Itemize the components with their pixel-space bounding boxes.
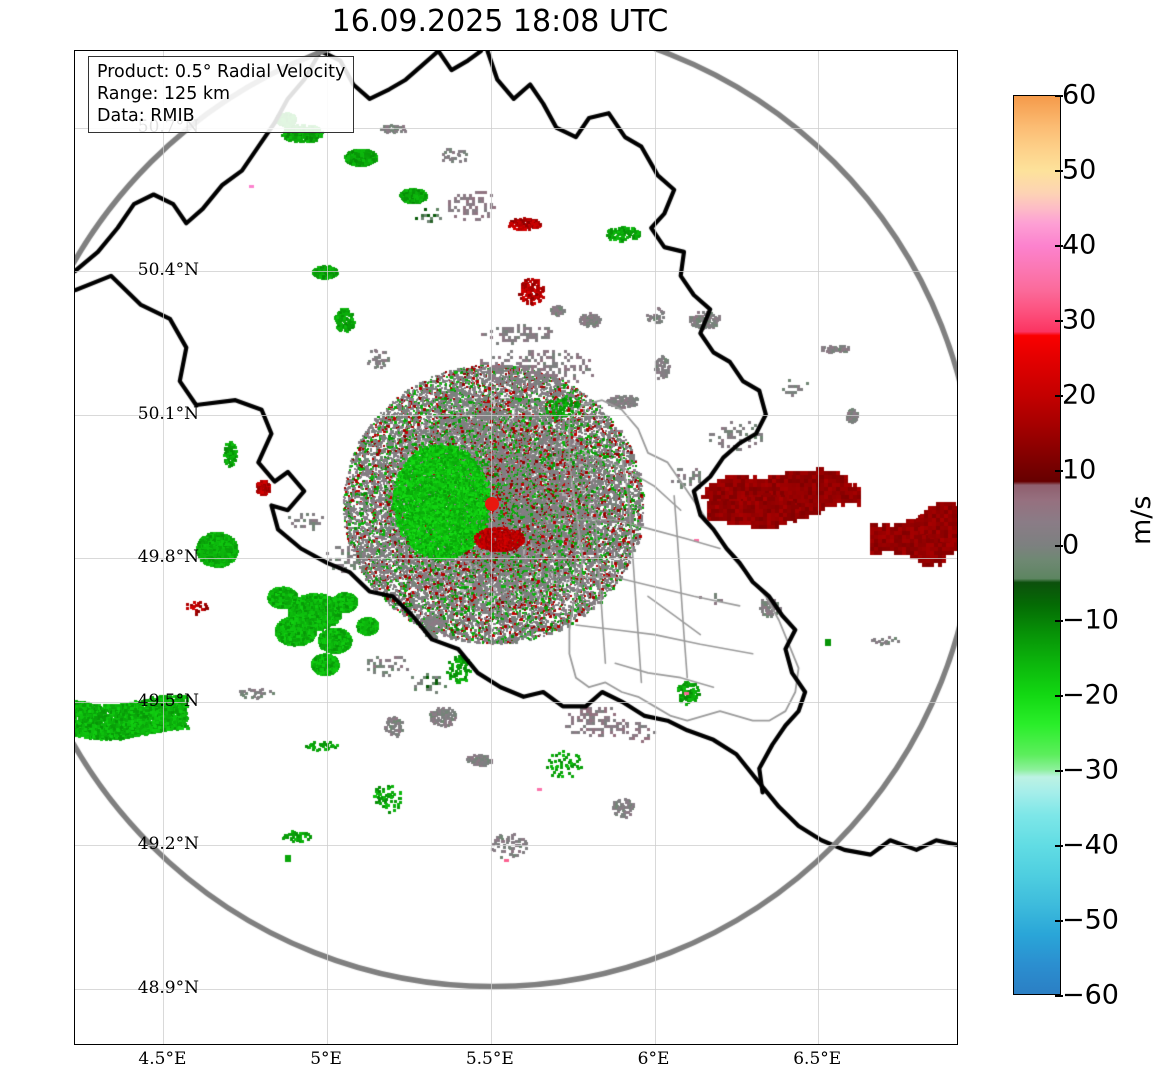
colorbar-tick-label: 40 bbox=[1062, 229, 1097, 261]
colorbar-tick-label: 20 bbox=[1062, 379, 1097, 411]
colorbar-tick-mark bbox=[1055, 845, 1063, 847]
colorbar-tick-mark bbox=[1055, 320, 1063, 322]
gridline-horizontal bbox=[75, 701, 957, 703]
colorbar-tick-mark bbox=[1055, 995, 1063, 997]
colorbar-tick-label: −10 bbox=[1062, 604, 1119, 636]
radar-plot-clip bbox=[75, 51, 957, 1044]
colorbar-tick-label: −20 bbox=[1062, 679, 1119, 711]
colorbar-tick-mark bbox=[1055, 545, 1063, 547]
y-axis-tick-label: 49.5°N bbox=[137, 690, 199, 711]
gridline-vertical bbox=[818, 51, 820, 1044]
colorbar-tick-label: 0 bbox=[1062, 529, 1080, 561]
gridline-vertical bbox=[327, 51, 329, 1044]
page-title: 16.09.2025 18:08 UTC bbox=[331, 4, 669, 39]
colorbar-tick-mark bbox=[1055, 695, 1063, 697]
colorbar-tick-label: −30 bbox=[1062, 754, 1119, 786]
radar-velocity-field bbox=[75, 51, 957, 1044]
gridline-vertical bbox=[163, 51, 165, 1044]
colorbar-tick-mark bbox=[1055, 470, 1063, 472]
colorbar-tick-label: −60 bbox=[1062, 979, 1119, 1011]
colorbar-tick-label: 50 bbox=[1062, 154, 1097, 186]
y-axis-tick-label: 48.9°N bbox=[137, 977, 199, 998]
velocity-colorbar bbox=[1013, 95, 1061, 995]
colorbar-tick-mark bbox=[1055, 620, 1063, 622]
gridline-horizontal bbox=[75, 127, 957, 129]
gridline-horizontal bbox=[75, 558, 957, 560]
radar-plot-area: Product: 0.5° Radial Velocity Range: 125… bbox=[74, 50, 958, 1045]
gridline-vertical bbox=[654, 51, 656, 1044]
colorbar-tick-label: 60 bbox=[1062, 79, 1097, 111]
y-axis-tick-label: 50.4°N bbox=[137, 260, 199, 281]
info-product: Product: 0.5° Radial Velocity bbox=[97, 62, 346, 82]
x-axis-tick-label: 4.5°E bbox=[138, 1049, 187, 1069]
colorbar-tick-label: 10 bbox=[1062, 454, 1097, 486]
y-axis-tick-label: 50.1°N bbox=[137, 403, 199, 424]
x-axis-tick-label: 5°E bbox=[310, 1049, 342, 1069]
radar-site-marker bbox=[485, 496, 500, 511]
colorbar-tick-mark bbox=[1055, 920, 1063, 922]
colorbar-tick-label: −50 bbox=[1062, 904, 1119, 936]
gridline-vertical bbox=[490, 51, 492, 1044]
gridline-horizontal bbox=[75, 988, 957, 990]
info-data: Data: RMIB bbox=[97, 106, 195, 126]
colorbar-tick-label: 30 bbox=[1062, 304, 1097, 336]
colorbar-tick-mark bbox=[1055, 95, 1063, 97]
y-axis-tick-label: 49.2°N bbox=[137, 834, 199, 855]
colorbar-tick-mark bbox=[1055, 770, 1063, 772]
colorbar-tick-mark bbox=[1055, 170, 1063, 172]
info-range: Range: 125 km bbox=[97, 84, 231, 104]
colorbar-tick-mark bbox=[1055, 395, 1063, 397]
colorbar-tick-mark bbox=[1055, 245, 1063, 247]
x-axis-tick-label: 6°E bbox=[637, 1049, 670, 1069]
y-axis-tick-label: 49.8°N bbox=[137, 547, 199, 568]
gridline-horizontal bbox=[75, 414, 957, 416]
product-info-box: Product: 0.5° Radial Velocity Range: 125… bbox=[88, 56, 355, 133]
colorbar-axis-label: m/s bbox=[1126, 495, 1157, 545]
gridline-horizontal bbox=[75, 845, 957, 847]
x-axis-tick-label: 5.5°E bbox=[465, 1049, 514, 1069]
x-axis-tick-label: 6.5°E bbox=[793, 1049, 842, 1069]
colorbar-tick-label: −40 bbox=[1062, 829, 1119, 861]
gridline-horizontal bbox=[75, 271, 957, 273]
